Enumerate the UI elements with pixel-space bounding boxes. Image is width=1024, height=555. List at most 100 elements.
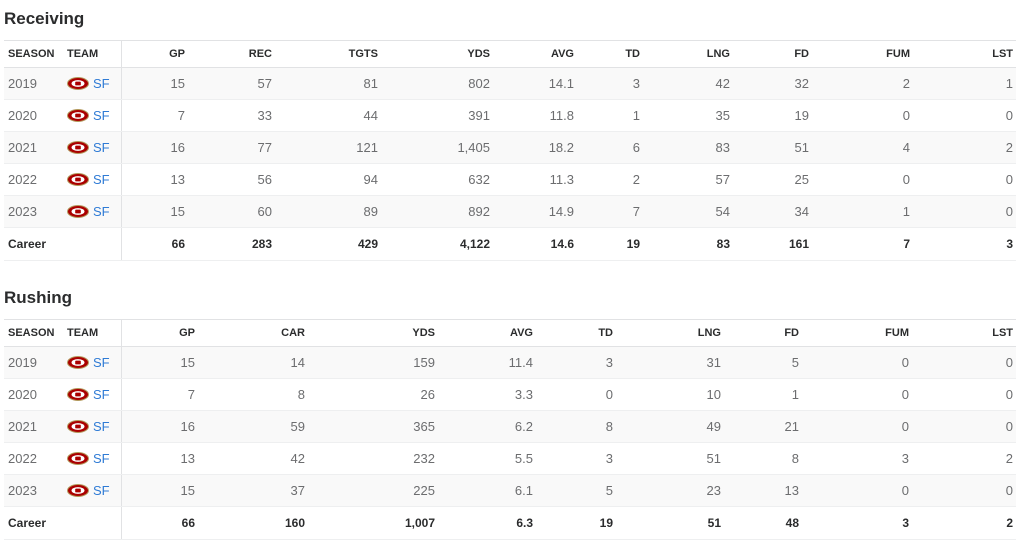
team-link[interactable]: SF bbox=[93, 483, 110, 498]
stat-cell-td: 1 bbox=[577, 99, 643, 132]
receiving-col-header-team[interactable]: TEAM bbox=[67, 40, 122, 68]
stat-cell-td: 5 bbox=[536, 474, 616, 507]
rushing-col-header-yds[interactable]: YDS bbox=[308, 319, 438, 347]
stat-cell-fd: 19 bbox=[733, 99, 812, 132]
rushing-col-header-fd[interactable]: FD bbox=[724, 319, 802, 347]
stat-cell-lst: 0 bbox=[912, 346, 1016, 379]
career-cell: 6.3 bbox=[438, 506, 536, 540]
receiving-col-header-lst[interactable]: LST bbox=[913, 40, 1016, 68]
team-cell: SF bbox=[67, 442, 122, 475]
career-cell: 14.6 bbox=[493, 227, 577, 261]
stat-cell-td: 2 bbox=[577, 163, 643, 196]
team-link[interactable]: SF bbox=[93, 419, 110, 434]
receiving-col-header-season[interactable]: SEASON bbox=[4, 40, 67, 68]
stat-cell-yds: 159 bbox=[308, 346, 438, 379]
career-cell: 2 bbox=[912, 506, 1016, 540]
stat-cell-avg: 5.5 bbox=[438, 442, 536, 475]
receiving-col-header-gp[interactable]: GP bbox=[121, 40, 188, 68]
stat-cell-fum: 0 bbox=[812, 163, 913, 196]
career-cell: 1,007 bbox=[308, 506, 438, 540]
stat-cell-avg: 14.9 bbox=[493, 195, 577, 228]
season-cell: 2019 bbox=[4, 346, 67, 379]
season-cell: 2023 bbox=[4, 195, 67, 228]
stat-cell-gp: 7 bbox=[121, 378, 198, 411]
stat-cell-gp: 7 bbox=[121, 99, 188, 132]
stat-cell-rec: 33 bbox=[188, 99, 275, 132]
team-link[interactable]: SF bbox=[93, 451, 110, 466]
team-link[interactable]: SF bbox=[93, 108, 110, 123]
stat-cell-fum: 0 bbox=[812, 99, 913, 132]
team-cell: SF bbox=[67, 378, 122, 411]
stat-cell-td: 3 bbox=[536, 442, 616, 475]
stat-cell-avg: 6.2 bbox=[438, 410, 536, 443]
team-link[interactable]: SF bbox=[93, 76, 110, 91]
season-cell: 2022 bbox=[4, 163, 67, 196]
career-cell: 7 bbox=[812, 227, 913, 261]
stat-cell-lst: 0 bbox=[913, 195, 1016, 228]
team-link[interactable]: SF bbox=[93, 140, 110, 155]
team-link[interactable]: SF bbox=[93, 172, 110, 187]
career-cell: 283 bbox=[188, 227, 275, 261]
rushing-col-header-fum[interactable]: FUM bbox=[802, 319, 912, 347]
stat-cell-fum: 0 bbox=[802, 474, 912, 507]
career-cell: 3 bbox=[913, 227, 1016, 261]
team-link[interactable]: SF bbox=[93, 355, 110, 370]
stat-cell-lst: 0 bbox=[912, 378, 1016, 411]
stat-cell-car: 37 bbox=[198, 474, 308, 507]
receiving-col-header-tgts[interactable]: TGTS bbox=[275, 40, 381, 68]
rushing-col-header-season[interactable]: SEASON bbox=[4, 319, 67, 347]
rushing-col-header-team[interactable]: TEAM bbox=[67, 319, 122, 347]
receiving-title: Receiving bbox=[4, 9, 85, 28]
receiving-col-header-avg[interactable]: AVG bbox=[493, 40, 577, 68]
team-cell: SF bbox=[67, 474, 122, 507]
career-cell: 429 bbox=[275, 227, 381, 261]
career-row: Career 66 160 1,007 6.3 19 51 48 3 2 bbox=[4, 506, 1016, 540]
table-row: 2021 SF 16 77 121 1,405 18.2 6 83 51 4 2 bbox=[4, 131, 1016, 164]
receiving-header-row: SEASON TEAM GP REC TGTS YDS AVG TD LNG FD FUM LST bbox=[4, 40, 1016, 68]
team-link[interactable]: SF bbox=[93, 387, 110, 402]
stat-cell-lng: 42 bbox=[643, 67, 733, 100]
stat-cell-rec: 56 bbox=[188, 163, 275, 196]
receiving-col-header-yds[interactable]: YDS bbox=[381, 40, 493, 68]
stat-cell-gp: 16 bbox=[121, 410, 198, 443]
rushing-col-header-lst[interactable]: LST bbox=[912, 319, 1016, 347]
rushing-col-header-lng[interactable]: LNG bbox=[616, 319, 724, 347]
receiving-col-header-fum[interactable]: FUM bbox=[812, 40, 913, 68]
receiving-col-header-lng[interactable]: LNG bbox=[643, 40, 733, 68]
stat-cell-tgts: 121 bbox=[275, 131, 381, 164]
career-cell: 48 bbox=[724, 506, 802, 540]
team-cell: SF bbox=[67, 67, 122, 100]
rushing-col-header-avg[interactable]: AVG bbox=[438, 319, 536, 347]
season-cell: 2020 bbox=[4, 378, 67, 411]
stat-cell-td: 8 bbox=[536, 410, 616, 443]
stat-cell-yds: 365 bbox=[308, 410, 438, 443]
receiving-col-header-fd[interactable]: FD bbox=[733, 40, 812, 68]
stat-cell-fd: 5 bbox=[724, 346, 802, 379]
table-row: 2021 SF 16 59 365 6.2 8 49 21 0 0 bbox=[4, 410, 1016, 443]
receiving-col-header-rec[interactable]: REC bbox=[188, 40, 275, 68]
stat-cell-yds: 26 bbox=[308, 378, 438, 411]
stat-cell-lst: 1 bbox=[913, 67, 1016, 100]
49ers-logo-icon bbox=[67, 77, 89, 90]
49ers-logo-icon bbox=[67, 356, 89, 369]
table-row: 2019 SF 15 57 81 802 14.1 3 42 32 2 1 bbox=[4, 67, 1016, 100]
rushing-col-header-gp[interactable]: GP bbox=[121, 319, 198, 347]
career-cell: 3 bbox=[802, 506, 912, 540]
rushing-col-header-td[interactable]: TD bbox=[536, 319, 616, 347]
career-cell bbox=[67, 227, 122, 261]
stat-cell-fd: 25 bbox=[733, 163, 812, 196]
season-cell: 2021 bbox=[4, 410, 67, 443]
stat-cell-lng: 57 bbox=[643, 163, 733, 196]
stat-cell-yds: 1,405 bbox=[381, 131, 493, 164]
rushing-title: Rushing bbox=[4, 288, 72, 307]
season-cell: 2022 bbox=[4, 442, 67, 475]
receiving-col-header-td[interactable]: TD bbox=[577, 40, 643, 68]
stat-cell-tgts: 81 bbox=[275, 67, 381, 100]
rushing-col-header-car[interactable]: CAR bbox=[198, 319, 308, 347]
table-row: 2023 SF 15 37 225 6.1 5 23 13 0 0 bbox=[4, 474, 1016, 507]
career-row: Career 66 283 429 4,122 14.6 19 83 161 7 3 bbox=[4, 227, 1016, 261]
stat-cell-rec: 60 bbox=[188, 195, 275, 228]
career-cell: 66 bbox=[121, 506, 198, 540]
team-link[interactable]: SF bbox=[93, 204, 110, 219]
49ers-logo-icon bbox=[67, 484, 89, 497]
